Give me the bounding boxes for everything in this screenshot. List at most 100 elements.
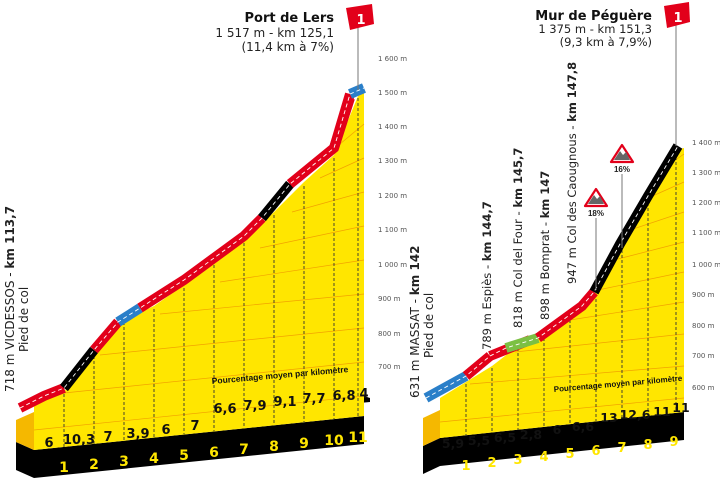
km-labels: 1 2 3 4 5 6 7 8 9 [461, 435, 678, 474]
y-tick: 1 200 m [378, 192, 407, 200]
km-label: 3 [513, 453, 522, 468]
y-tick: 900 m [378, 295, 401, 303]
gradient-value: 7,9 [243, 399, 266, 414]
y-tick: 1 000 m [692, 261, 720, 269]
km-label: 5 [565, 447, 574, 462]
summit-title: Port de Lers [244, 11, 334, 26]
y-tick: 800 m [692, 322, 715, 330]
start-label: 718 m VICDESSOS - km 113,7 Pied de col [3, 206, 31, 392]
steep-gradient-warning-icon: 18% [583, 187, 609, 290]
km-label: 6 [591, 444, 600, 459]
gradient-value: 6 [161, 423, 170, 438]
y-axis-right: 1 400 m 1 300 m 1 200 m 1 100 m 1 000 m … [692, 139, 720, 392]
svg-text:789 m Espiès - km 144,7: 789 m Espiès - km 144,7 [480, 201, 494, 350]
profile-area [440, 148, 684, 438]
svg-text:1: 1 [673, 11, 682, 26]
y-tick: 600 m [692, 384, 715, 392]
y-tick: 1 400 m [692, 139, 720, 147]
y-tick: 1 200 m [692, 199, 720, 207]
y-tick: 700 m [378, 363, 401, 371]
km-gradients: 6 10,3 7 3,9 6 7 6,6 7,9 9,1 7,7 6,8 4 [44, 387, 368, 451]
km-label: 9 [299, 436, 309, 452]
summit-stats: (9,3 km à 7,9%) [560, 35, 652, 49]
profile-mur-de-peguere: 1 400 m 1 300 m 1 200 m 1 100 m 1 000 m … [408, 2, 720, 474]
gradient-value: 6,6 [572, 419, 594, 434]
km-label: 9 [669, 435, 678, 450]
gradient-value: 2,8 [520, 427, 542, 442]
svg-text:898 m Bomprat - km 147: 898 m Bomprat - km 147 [538, 171, 552, 320]
gradient-value: 12,6 [620, 407, 651, 422]
y-axis-left: 1 600 m 1 500 m 1 400 m 1 300 m 1 200 m … [378, 55, 407, 371]
km-label: 11 [348, 430, 367, 446]
profile-port-de-lers: 1 600 m 1 500 m 1 400 m 1 300 m 1 200 m … [3, 4, 407, 478]
y-tick: 1 000 m [378, 261, 407, 269]
y-tick: 1 400 m [378, 123, 407, 131]
category-flag-icon: 1 [664, 2, 690, 28]
km-label: 5 [179, 448, 189, 464]
svg-text:1: 1 [356, 13, 365, 28]
waypoint-label: 947 m Col des Caougnous - km 147,8 [565, 62, 579, 284]
svg-text:631 m MASSAT - km 142: 631 m MASSAT - km 142 [408, 245, 422, 398]
gradient-value: 13 [600, 410, 617, 425]
km-label: 8 [269, 439, 279, 455]
km-label: 1 [59, 460, 69, 476]
gradient-value: 5,5 [468, 433, 490, 448]
y-tick: 700 m [692, 352, 715, 360]
waypoint-label: 789 m Espiès - km 144,7 [480, 201, 494, 350]
km-label: 10 [324, 433, 344, 449]
svg-text:718 m VICDESSOS - km 113,7: 718 m VICDESSOS - km 113,7 [3, 206, 17, 392]
summit-elevation: 1 517 m - km 125,1 [215, 26, 334, 40]
km-label: 1 [461, 459, 470, 474]
km-label: 7 [617, 441, 626, 456]
km-separators [465, 152, 677, 436]
profile-area [34, 92, 364, 450]
gradient-value: 7,7 [302, 392, 325, 407]
km-label: 2 [89, 457, 99, 473]
gradient-value: 6,8 [332, 389, 355, 404]
gradient-value: 7 [103, 430, 112, 445]
gradient-value: 3,9 [126, 427, 149, 442]
gradient-value: 6 [44, 436, 53, 451]
road-centerline [425, 145, 679, 399]
gradient-value: 11 [672, 400, 689, 415]
category-flag-icon: 1 [346, 4, 374, 30]
y-tick: 900 m [692, 291, 715, 299]
gradient-value: 6 [553, 422, 562, 437]
y-tick: 1 100 m [378, 226, 407, 234]
svg-text:Pied de col: Pied de col [422, 293, 436, 358]
profile-base [423, 412, 684, 474]
grid-lines [33, 123, 365, 431]
summit-stats: (11,4 km à 7%) [241, 40, 334, 54]
km-labels: 1 2 3 4 5 6 7 8 9 10 11 [59, 430, 368, 476]
svg-text:818 m Col del Four - km 145,7: 818 m Col del Four - km 145,7 [511, 148, 525, 328]
km-label: 8 [643, 438, 652, 453]
km-label: 3 [119, 454, 129, 470]
profile-side [16, 412, 34, 450]
y-tick: 1 300 m [692, 169, 720, 177]
summit-title: Mur de Péguère [535, 9, 652, 24]
y-tick: 1 100 m [692, 229, 720, 237]
profile-side [423, 410, 440, 446]
gradient-value: 5,9 [442, 436, 464, 451]
y-tick: 800 m [378, 330, 401, 338]
road-centerline [19, 87, 365, 409]
gradient-value: 6,6 [213, 402, 236, 417]
waypoint-label: 898 m Bomprat - km 147 [538, 171, 552, 320]
steep-gradient-warning-icon: 16% [609, 143, 635, 248]
svg-text:18%: 18% [588, 209, 604, 218]
km-label: 2 [487, 456, 496, 471]
y-tick: 1 300 m [378, 157, 407, 165]
waypoint-label: 818 m Col del Four - km 145,7 [511, 148, 525, 328]
start-label: 631 m MASSAT - km 142 Pied de col [408, 245, 436, 398]
km-label: 7 [239, 442, 249, 458]
y-tick: 1 500 m [378, 89, 407, 97]
km-separators [63, 98, 359, 447]
y-tick: 1 600 m [378, 55, 407, 63]
gradient-value: 10,3 [63, 433, 95, 448]
summit-elevation: 1 375 m - km 151,3 [538, 22, 652, 36]
svg-text:16%: 16% [614, 165, 630, 174]
km-label: 4 [539, 450, 548, 465]
gradient-value: 9,1 [273, 395, 296, 410]
svg-text:Pied de col: Pied de col [17, 287, 31, 352]
